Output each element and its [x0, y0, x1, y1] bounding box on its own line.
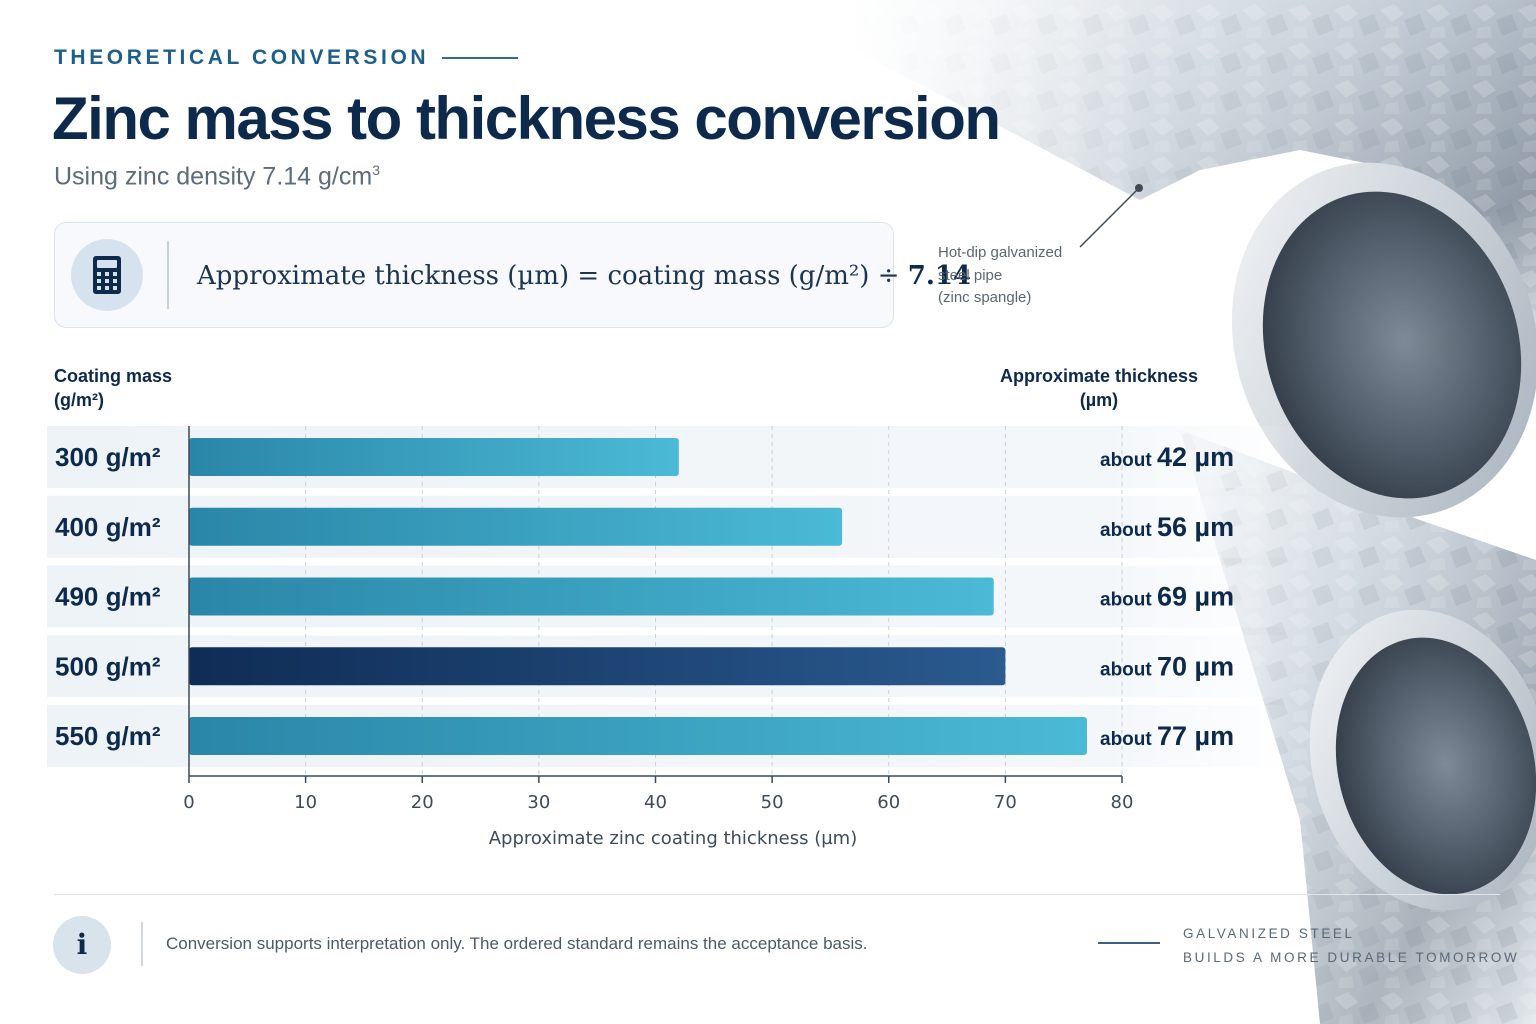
left-header-line: Coating mass: [54, 366, 173, 386]
info-icon: i: [53, 916, 111, 974]
tagline-line: GALVANIZED STEEL: [1183, 926, 1355, 941]
right-header-line: (µm): [1079, 390, 1119, 410]
x-tick-label: 80: [1111, 792, 1134, 813]
subtitle-superscript: 3: [372, 162, 380, 178]
category-label: 400 g/m²: [55, 512, 161, 542]
x-tick-label: 10: [294, 792, 317, 813]
x-tick-label: 50: [761, 792, 784, 813]
formula-box: Approximate thickness (µm) = coating mas…: [54, 222, 971, 328]
x-tick-label: 40: [644, 792, 667, 813]
formula-text: Approximate thickness (µm) = coating mas…: [197, 261, 971, 291]
category-label: 550 g/m²: [55, 721, 161, 751]
footer-note: Conversion supports interpretation only.…: [166, 934, 868, 953]
value-label: about 56 µm: [1100, 512, 1234, 542]
footer-divider: [54, 894, 1500, 895]
value-label: about 69 µm: [1100, 582, 1234, 612]
tagline-rule: [1098, 942, 1160, 944]
formula-expression: Approximate thickness (µm) = coating mas…: [197, 261, 908, 291]
bar: [189, 507, 843, 546]
footer-separator: [141, 922, 143, 966]
x-axis-title: Approximate zinc coating thickness (µm): [489, 828, 858, 849]
value-label: about 42 µm: [1100, 442, 1234, 472]
right-column-header: Approximate thickness (µm): [980, 364, 1218, 412]
callout-line: steel pipe: [938, 266, 1003, 284]
category-label: 490 g/m²: [55, 582, 161, 612]
bar: [189, 438, 679, 476]
value-label: about 70 µm: [1100, 651, 1234, 681]
bar: [189, 647, 1006, 686]
value-label: about 77 µm: [1100, 721, 1234, 751]
calculator-icon-circle: [71, 239, 143, 311]
x-tick-label: 20: [411, 792, 434, 813]
callout-line: (zinc spangle): [938, 289, 1032, 306]
photo-callout: Hot-dip galvanized steel pipe (zinc span…: [938, 242, 1062, 310]
callout-line: Hot-dip galvanized: [938, 244, 1063, 261]
page-title: Zinc mass to thickness conversion: [52, 85, 1001, 152]
category-label: 300 g/m²: [55, 442, 161, 472]
x-tick-label: 60: [877, 792, 900, 813]
x-tick-label: 30: [527, 792, 550, 813]
left-header-line: (g/m²): [54, 390, 104, 410]
formula-divisor: 7.14: [907, 261, 972, 291]
left-column-header: Coating mass (g/m²): [54, 364, 172, 412]
bar: [189, 717, 1088, 755]
tagline: GALVANIZED STEEL BUILDS A MORE DURABLE T…: [1183, 922, 1519, 970]
tagline-line: BUILDS A MORE DURABLE TOMORROW: [1183, 950, 1520, 965]
formula-separator: [167, 241, 169, 309]
eyebrow-rule: [442, 57, 518, 59]
page-subtitle: Using zinc density 7.14 g/cm3: [54, 162, 380, 191]
x-tick-label: 0: [183, 792, 194, 813]
right-header-line: Approximate thickness: [999, 366, 1199, 386]
subtitle-text: Using zinc density 7.14 g/cm: [54, 162, 373, 191]
category-label: 500 g/m²: [55, 651, 161, 681]
bar: [189, 577, 994, 616]
eyebrow-label: THEORETICAL CONVERSION: [54, 46, 430, 69]
calculator-icon: [93, 256, 121, 294]
x-tick-label: 70: [994, 792, 1017, 813]
